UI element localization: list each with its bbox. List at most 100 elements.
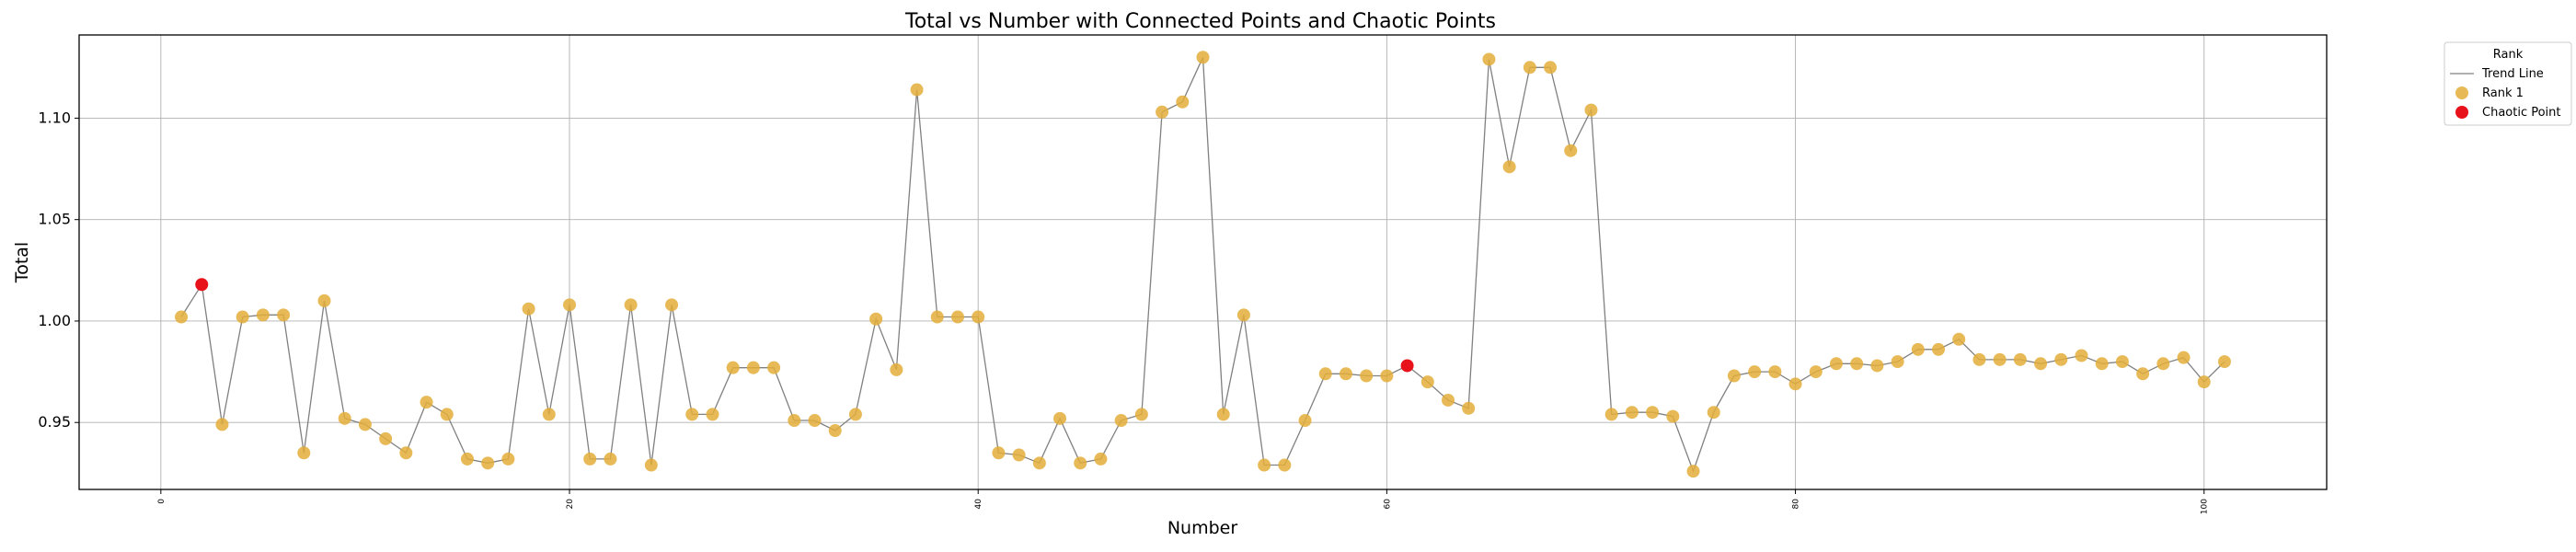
rank-1-point	[317, 293, 331, 307]
rank-1-point	[1258, 458, 1271, 472]
plot-frame	[78, 34, 2328, 490]
rank-1-point	[2054, 352, 2068, 366]
rank-1-point	[379, 431, 393, 445]
rank-1-point	[1339, 367, 1352, 381]
rank-1-point	[1196, 51, 1210, 64]
legend-title: Rank	[2493, 48, 2524, 62]
rank-1-point	[1482, 52, 1496, 66]
rank-1-point	[726, 361, 740, 374]
legend-chaotic-swatch	[2455, 106, 2468, 119]
rank-1-point	[2197, 375, 2211, 389]
x-axis-label: Number	[1167, 518, 1238, 538]
y-tick-label: 0.95	[38, 413, 71, 431]
rank-1-point	[1911, 342, 1925, 356]
rank-1-point	[542, 408, 556, 421]
chaotic-point	[1400, 359, 1414, 373]
rank-1-point	[910, 83, 924, 97]
rank-1-point	[1544, 61, 1558, 75]
rank-1-point	[277, 308, 291, 322]
rank-1-point	[685, 408, 699, 421]
rank-1-point	[1523, 61, 1536, 75]
chart-title: Total vs Number with Connected Points an…	[904, 10, 1496, 33]
rank-1-point	[1932, 342, 1946, 356]
rank-1-point	[175, 310, 189, 324]
x-tick-label: 40	[974, 499, 983, 510]
rank-1-point	[256, 308, 270, 322]
rank-1-point	[338, 411, 351, 425]
rank-1-point	[706, 408, 719, 421]
rank-1-point	[1216, 408, 1230, 421]
rank-1-point	[644, 458, 658, 472]
rank-1-point	[1952, 332, 1966, 346]
rank-1-point	[1298, 414, 1312, 428]
rank-1-point	[1686, 465, 1700, 478]
rank-1-point	[2156, 357, 2170, 371]
rank-1-point	[808, 414, 822, 428]
rank-1-point	[1748, 365, 1762, 379]
rank-1-point	[1074, 456, 1087, 470]
rank-1-point	[1646, 406, 1660, 420]
legend-rank1-swatch	[2455, 86, 2468, 99]
rank-1-point	[1012, 448, 1026, 462]
rank-1-point	[1156, 105, 1169, 119]
rank-1-point	[1053, 411, 1067, 425]
rank-1-point	[2217, 355, 2231, 369]
trend-line-layer	[180, 57, 2225, 474]
rank-1-point	[1666, 409, 1680, 423]
legend: Rank Trend Line Rank 1 Chaotic Point	[2444, 41, 2572, 126]
rank-1-point	[1114, 414, 1128, 428]
rank-1-point	[1625, 406, 1639, 420]
rank-1-point	[583, 452, 597, 466]
rank-1-point	[399, 446, 413, 460]
rank-1-point	[1236, 308, 1250, 322]
rank-1-point	[665, 298, 679, 312]
x-axis-ticks: 0 20 40 60 80 100	[157, 489, 2210, 514]
rank-1-point	[624, 298, 638, 312]
rank-1-point	[1829, 357, 1843, 371]
legend-entry-rank-1: Rank 1	[2482, 86, 2524, 100]
rank-1-point	[460, 452, 474, 466]
rank-1-point	[1420, 375, 1434, 389]
y-axis-label: Total	[12, 242, 32, 283]
rank-1-point	[746, 361, 760, 374]
trend-line	[180, 57, 2225, 474]
rank-1-point	[788, 414, 801, 428]
rank-1-point	[1891, 355, 1904, 369]
rank-1-point	[1604, 408, 1618, 421]
y-axis-ticks: 0.95 1.00 1.05 1.10	[38, 109, 79, 431]
rank-1-point	[972, 310, 985, 324]
x-tick-label: 0	[157, 499, 167, 504]
chaotic-point	[195, 278, 209, 292]
rank-1-point	[1993, 352, 2007, 366]
rank-1-point	[1584, 103, 1598, 117]
rank-1-point	[563, 298, 577, 312]
y-tick-label: 1.10	[38, 109, 71, 126]
rank-1-point	[1788, 377, 1802, 391]
x-tick-label: 20	[566, 499, 575, 510]
grid	[79, 35, 2327, 489]
rank-1-point	[1442, 393, 1455, 407]
rank-1-point	[1176, 95, 1190, 109]
rank-1-point	[1462, 401, 1476, 415]
rank-1-point	[420, 396, 433, 409]
rank-1-point	[828, 424, 842, 438]
rank-1-point	[297, 446, 311, 460]
rank-1-point	[1972, 352, 1986, 366]
rank-1-point	[992, 446, 1006, 460]
rank-1-point	[1094, 452, 1108, 466]
rank-1-point	[604, 452, 617, 466]
rank-1-point	[1870, 359, 1884, 373]
y-tick-label: 1.05	[38, 211, 71, 228]
rank-1-point	[1707, 406, 1720, 420]
rank-1-point	[215, 418, 229, 431]
rank-1-point	[1032, 456, 1046, 470]
legend-entry-trend-line: Trend Line	[2481, 67, 2544, 81]
rank-1-point	[2075, 349, 2088, 362]
rank-1-point	[501, 452, 515, 466]
rank-1-point	[1809, 365, 1823, 379]
x-tick-label: 100	[2201, 499, 2210, 514]
x-tick-label: 60	[1383, 499, 1392, 510]
points-layer	[175, 51, 2231, 478]
rank-1-point	[767, 361, 781, 374]
